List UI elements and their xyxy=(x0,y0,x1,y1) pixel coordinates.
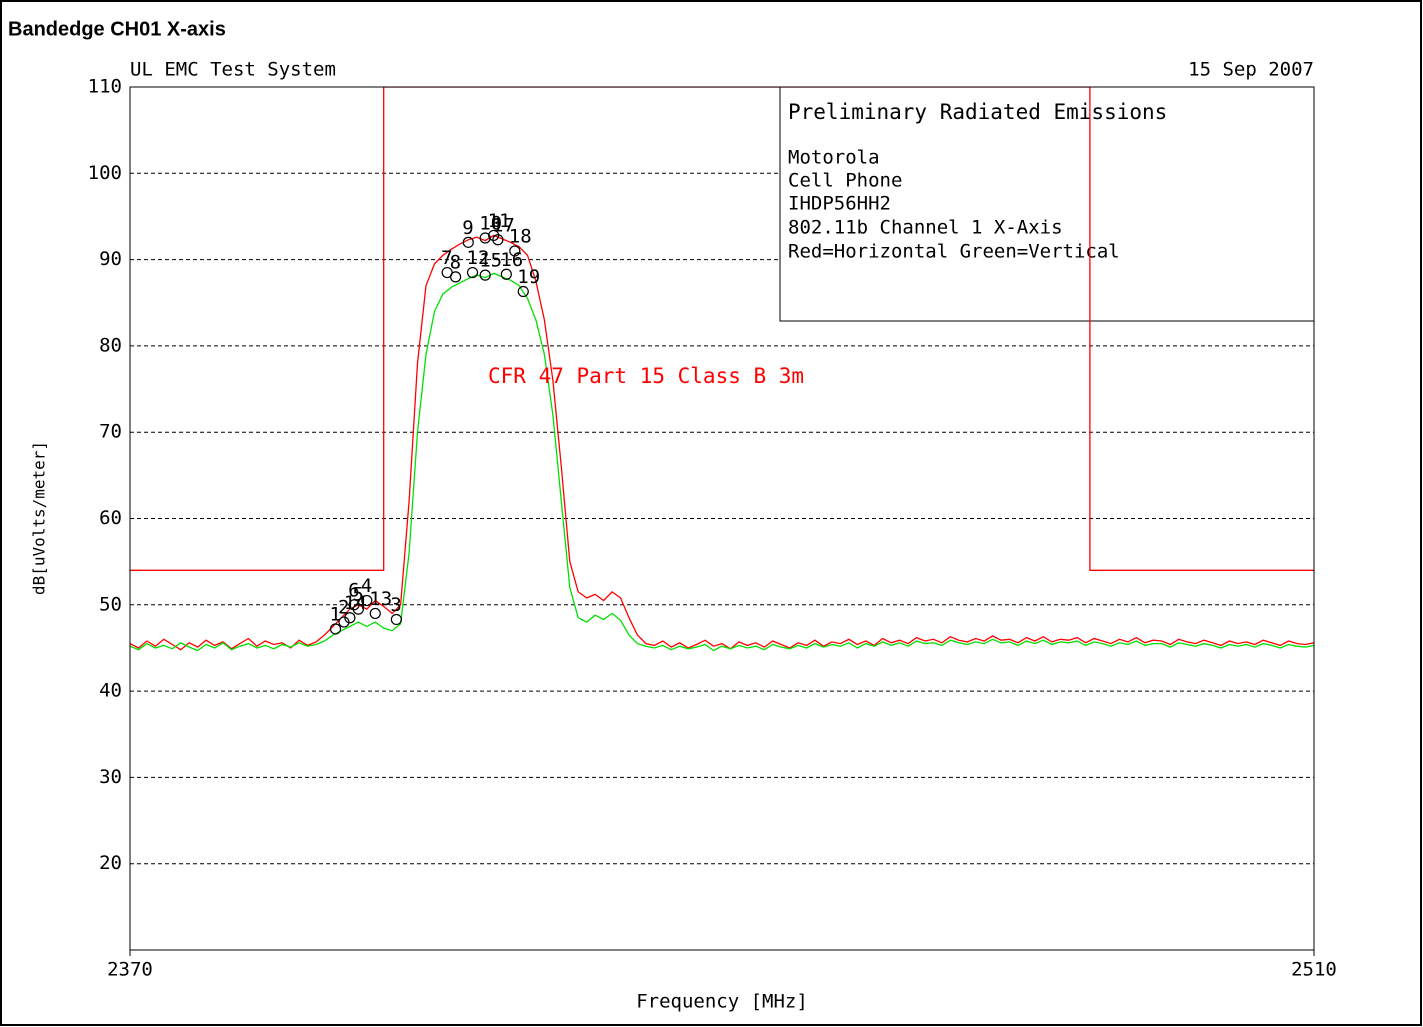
note: IHDP56HH2 xyxy=(788,193,891,215)
marker-label: 13 xyxy=(369,588,392,610)
marker-label: 10 xyxy=(479,213,502,235)
marker-label: 6 xyxy=(348,579,359,601)
note: Preliminary Radiated Emissions xyxy=(788,100,1167,124)
marker-label: 11 xyxy=(488,210,511,232)
marker-label: 9 xyxy=(462,217,473,239)
series-line xyxy=(130,272,1314,652)
y-tick-label: 30 xyxy=(99,766,122,788)
marker xyxy=(492,234,504,246)
marker xyxy=(488,229,500,242)
marker xyxy=(369,607,381,620)
marker-label: 7 xyxy=(441,247,452,269)
note: 802.11b Channel 1 X-Axis xyxy=(788,217,1063,239)
notes-box xyxy=(779,86,1315,322)
y-tick-label: 110 xyxy=(88,76,122,98)
marker-label: 4 xyxy=(361,575,372,597)
marker-label: 17 xyxy=(492,214,515,236)
marker-label: 12 xyxy=(467,247,490,269)
marker xyxy=(390,613,402,626)
marker xyxy=(479,269,491,281)
marker-label: 15 xyxy=(479,250,502,272)
marker xyxy=(509,245,521,257)
marker xyxy=(361,594,373,607)
header-right: 15 Sep 2007 xyxy=(1188,59,1314,81)
marker-label: 2 xyxy=(338,597,349,619)
y-tick-label: 70 xyxy=(99,421,122,443)
marker-label: 19 xyxy=(517,266,540,288)
marker xyxy=(500,268,512,280)
x-axis-label: Frequency [MHz] xyxy=(636,991,808,1013)
marker xyxy=(352,603,364,615)
plot-frame xyxy=(129,86,1315,951)
header-left: UL EMC Test System xyxy=(130,59,336,81)
limit-line xyxy=(130,87,1314,571)
marker xyxy=(479,232,491,244)
marker-label: 1 xyxy=(330,603,341,625)
y-tick-label: 50 xyxy=(99,593,122,615)
marker xyxy=(462,236,474,248)
marker xyxy=(466,266,479,279)
marker-label: 8 xyxy=(450,251,461,273)
y-tick-label: 60 xyxy=(99,507,122,529)
y-axis-label: dB[uVolts/meter] xyxy=(30,441,49,595)
marker xyxy=(348,599,360,611)
marker-label: 18 xyxy=(509,225,532,247)
series-line xyxy=(130,234,1314,651)
marker xyxy=(344,612,356,624)
marker-label: 5 xyxy=(352,584,363,606)
y-tick-label: 90 xyxy=(99,248,122,270)
note: Red=Horizontal Green=Vertical xyxy=(788,241,1120,263)
note: Cell Phone xyxy=(788,170,902,192)
x-tick-label: 2370 xyxy=(107,959,153,981)
marker-label: 14 xyxy=(344,592,367,614)
y-tick-label: 40 xyxy=(99,680,122,702)
y-tick-label: 20 xyxy=(99,852,122,874)
plot-lines xyxy=(130,87,1314,652)
marker-label: 3 xyxy=(390,594,401,616)
marker xyxy=(329,623,342,635)
note: Motorola xyxy=(788,147,880,169)
chart-title: Bandedge CH01 X-axis xyxy=(8,18,226,40)
y-tick-label: 100 xyxy=(88,162,122,184)
marker xyxy=(517,285,529,298)
marker xyxy=(450,271,462,283)
limit-label: CFR 47 Part 15 Class B 3m xyxy=(488,364,804,388)
x-tick-label: 2510 xyxy=(1291,959,1337,981)
marker-label: 16 xyxy=(500,249,523,271)
y-tick-label: 80 xyxy=(99,334,122,356)
